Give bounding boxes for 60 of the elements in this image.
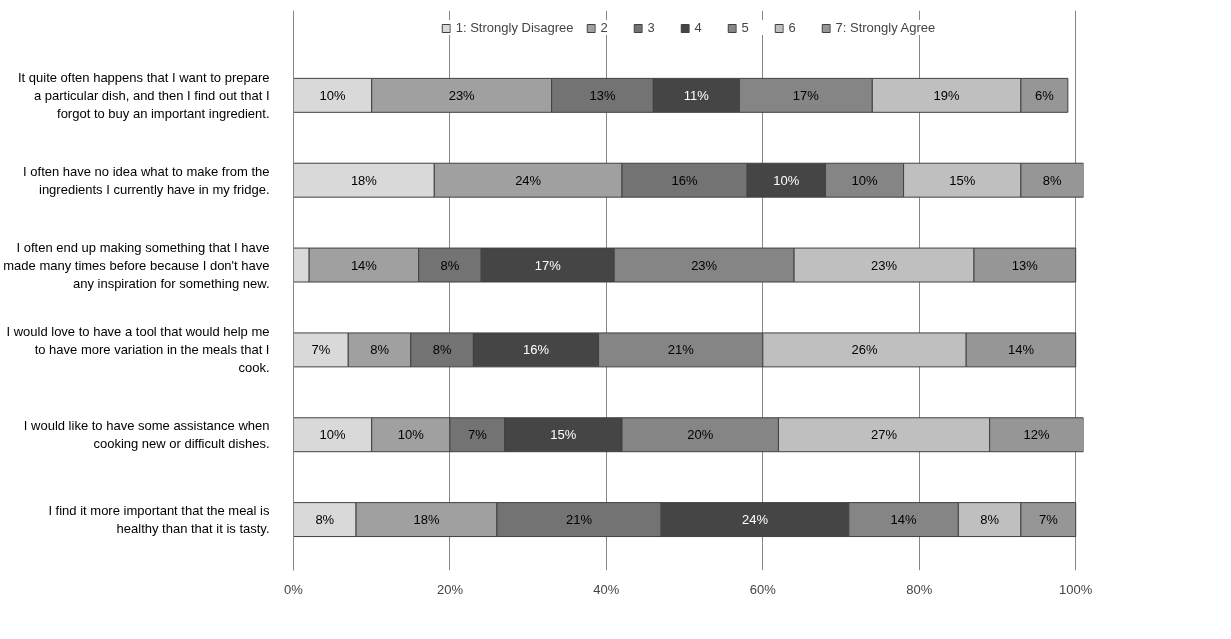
data-label: 8% [1042, 172, 1063, 188]
legend-label: 5 [741, 20, 750, 35]
y-tick-label: I would love to have a tool that would help me to have more variation in the meals that I cook. [6, 324, 270, 376]
legend-label: 1: Strongly Disagree [455, 20, 574, 35]
data-label: 24% [515, 172, 542, 188]
data-label: 16% [671, 172, 699, 188]
legend-label: 7: Strongly Agree [835, 20, 936, 35]
data-label: 7% [311, 342, 331, 358]
data-label: 13% [1011, 257, 1039, 273]
data-label: 18% [413, 512, 440, 528]
data-label: 23% [691, 257, 718, 273]
data-label: 26% [851, 342, 878, 358]
data-label: 10% [319, 427, 347, 443]
data-label: 10% [319, 87, 347, 103]
y-tick-label: I find it more important that the meal is healthy than that it is tasty. [48, 503, 270, 537]
data-label: 8% [980, 512, 1000, 528]
y-tick-label: I would like to have some assistance when cooking new or difficult dishes. [23, 418, 270, 452]
data-label: 12% [1023, 427, 1051, 443]
data-label: 23% [448, 87, 476, 103]
data-label: 10% [851, 172, 878, 188]
legend-label: 3 [647, 20, 656, 35]
x-tick-label: 0% [284, 581, 304, 597]
data-label: 8% [432, 342, 452, 358]
y-tick-label: It quite often happens that I want to prepare a particular dish, and then I find out that I forgot to buy an important ingredient. [17, 69, 270, 121]
legend-label: 4 [694, 20, 703, 35]
x-tick-label: 20% [436, 581, 464, 597]
x-tick-label: 80% [906, 581, 933, 597]
data-label: 24% [741, 512, 769, 528]
data-label: 21% [667, 342, 695, 358]
data-label: 17% [534, 257, 562, 273]
data-label: 8% [370, 342, 390, 358]
data-label: 14% [890, 512, 918, 528]
y-tick-label: I often have no idea what to make from the ingredients I currently have in my fridge. [23, 163, 270, 197]
legend-label: 6 [788, 20, 797, 35]
data-label: 8% [440, 257, 460, 273]
data-label: 14% [350, 257, 378, 273]
data-label: 7% [1038, 512, 1059, 528]
y-tick-label: I often end up making something that I have made many times before because I don't have any inspiration for something new. [3, 239, 270, 291]
data-label: 6% [1035, 87, 1055, 103]
data-label: 17% [792, 87, 820, 103]
data-label: 23% [871, 257, 898, 273]
data-label: 7% [467, 427, 488, 443]
data-label: 27% [871, 427, 898, 443]
x-tick-label: 40% [593, 581, 620, 597]
data-label: 13% [589, 87, 616, 103]
data-label: 15% [550, 427, 577, 443]
data-label: 21% [565, 512, 593, 528]
data-label: 19% [933, 87, 961, 103]
data-label: 10% [773, 172, 800, 188]
x-tick-label: 100% [1059, 581, 1093, 597]
data-label: 20% [687, 427, 714, 443]
data-label: 18% [350, 172, 378, 188]
data-label: 10% [397, 427, 425, 443]
data-label: 11% [683, 87, 710, 103]
data-label: 16% [522, 342, 550, 358]
data-label: 14% [1007, 342, 1035, 358]
data-label: 8% [315, 512, 335, 528]
x-tick-label: 60% [749, 581, 777, 597]
legend-label: 2 [600, 20, 609, 35]
data-label: 15% [949, 172, 976, 188]
